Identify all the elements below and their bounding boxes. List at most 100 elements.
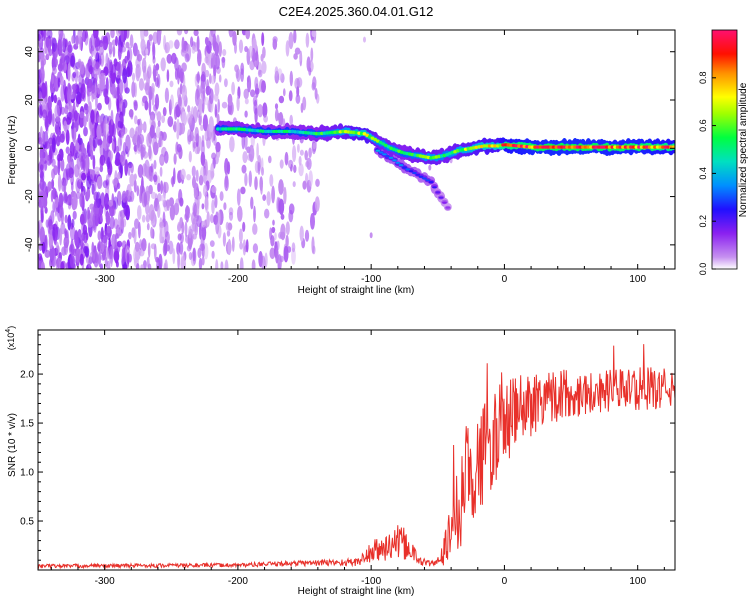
noise-speckle: [95, 60, 100, 70]
secondary-track-core: [422, 177, 427, 180]
noise-speckle: [266, 191, 271, 206]
noise-speckle: [184, 30, 189, 35]
noise-speckle: [124, 55, 128, 64]
noise-speckle: [134, 241, 140, 252]
noise-speckle: [209, 73, 212, 84]
noise-speckle: [56, 258, 59, 269]
main-track-core: [629, 145, 633, 149]
noise-speckle: [272, 219, 275, 226]
noise-speckle: [52, 66, 57, 75]
snr-multiplier-base: (x10: [6, 333, 16, 351]
noise-speckle: [172, 248, 176, 265]
noise-speckle: [244, 46, 249, 53]
noise-speckle: [298, 155, 302, 166]
chart-title: C2E4.2025.360.04.01.G12: [279, 4, 434, 19]
noise-speckle: [42, 55, 47, 62]
noise-speckle: [85, 30, 88, 39]
noise-speckle: [241, 164, 247, 174]
main-track-core: [557, 145, 561, 149]
noise-speckle: [293, 164, 297, 173]
main-track-core: [487, 144, 492, 148]
main-track-core: [663, 145, 668, 149]
noise-speckle: [81, 172, 87, 181]
noise-speckle: [137, 119, 141, 126]
noise-speckle: [151, 92, 155, 106]
noise-speckle: [252, 223, 258, 235]
noise-speckle: [305, 32, 310, 48]
noise-speckle: [60, 158, 65, 172]
main-track-core: [605, 145, 609, 149]
noise-speckle: [228, 30, 234, 38]
noise-speckle: [248, 170, 252, 188]
secondary-track-core: [398, 164, 404, 167]
noise-speckle: [104, 95, 110, 105]
noise-speckle: [276, 240, 280, 251]
noise-speckle: [263, 115, 268, 123]
snr-line: [38, 344, 675, 570]
noise-speckle: [231, 81, 236, 95]
noise-speckle: [137, 164, 144, 178]
noise-speckle: [197, 71, 200, 84]
noise-speckle: [47, 110, 52, 125]
noise-speckle: [244, 172, 248, 187]
noise-speckle: [121, 247, 126, 265]
noise-speckle: [94, 166, 100, 173]
noise-speckle: [74, 164, 80, 178]
noise-speckle: [103, 35, 108, 44]
noise-speckle: [120, 30, 124, 43]
colorbar: 0.0 0.2 0.4 0.6 0.8 Normalized spectral ampl…: [698, 29, 749, 275]
noise-speckle: [277, 262, 281, 269]
noise-speckle: [94, 36, 101, 52]
main-track-core: [277, 129, 282, 134]
noise-speckle: [38, 34, 41, 41]
noise-speckle: [159, 166, 163, 177]
main-track-core: [224, 127, 228, 131]
noise-speckle: [201, 220, 206, 228]
noise-speckle: [93, 173, 97, 192]
noise-speckle: [302, 96, 307, 111]
noise-speckle: [260, 53, 264, 62]
secondary-track-core: [405, 168, 411, 171]
main-track-core: [551, 145, 556, 149]
noise-speckle: [113, 58, 118, 67]
main-track-core: [626, 145, 631, 149]
noise-speckle: [107, 156, 111, 170]
secondary-track-core: [378, 151, 384, 154]
noise-speckle: [117, 44, 122, 61]
noise-speckle: [274, 103, 279, 110]
main-track-core: [527, 145, 532, 149]
noise-speckle: [113, 196, 119, 210]
noise-speckle: [187, 129, 192, 145]
main-track-core: [266, 129, 271, 134]
main-track-core: [282, 129, 287, 134]
noise-speckle: [242, 221, 246, 232]
noise-speckle: [54, 121, 60, 135]
noise-speckle: [227, 93, 233, 106]
main-track-core: [274, 129, 279, 134]
noise-speckle: [203, 184, 208, 197]
main-track-core: [229, 127, 234, 131]
noise-speckle: [215, 259, 219, 269]
noise-speckle: [256, 142, 259, 160]
noise-speckle: [153, 243, 157, 260]
noise-speckle: [161, 131, 167, 141]
noise-speckle: [92, 213, 97, 231]
noise-speckle: [201, 256, 205, 266]
noise-speckle: [38, 221, 41, 238]
noise-speckle: [82, 115, 87, 128]
noise-speckle: [192, 202, 198, 217]
main-track-core: [615, 145, 620, 149]
noise-speckle: [227, 238, 232, 256]
noise-speckle: [93, 201, 98, 209]
main-track-core: [645, 145, 649, 149]
noise-speckle: [219, 191, 224, 202]
spectrogram-frame: [37, 29, 676, 270]
noise-speckle: [141, 238, 147, 252]
noise-speckle: [69, 141, 75, 157]
noise-speckle: [217, 224, 222, 239]
noise-speckle: [254, 76, 259, 91]
noise-speckle: [120, 46, 127, 53]
colorbar-ticks: 0.0 0.2 0.4 0.6 0.8: [698, 72, 716, 275]
noise-speckle: [314, 196, 320, 212]
noise-speckle: [137, 136, 143, 152]
